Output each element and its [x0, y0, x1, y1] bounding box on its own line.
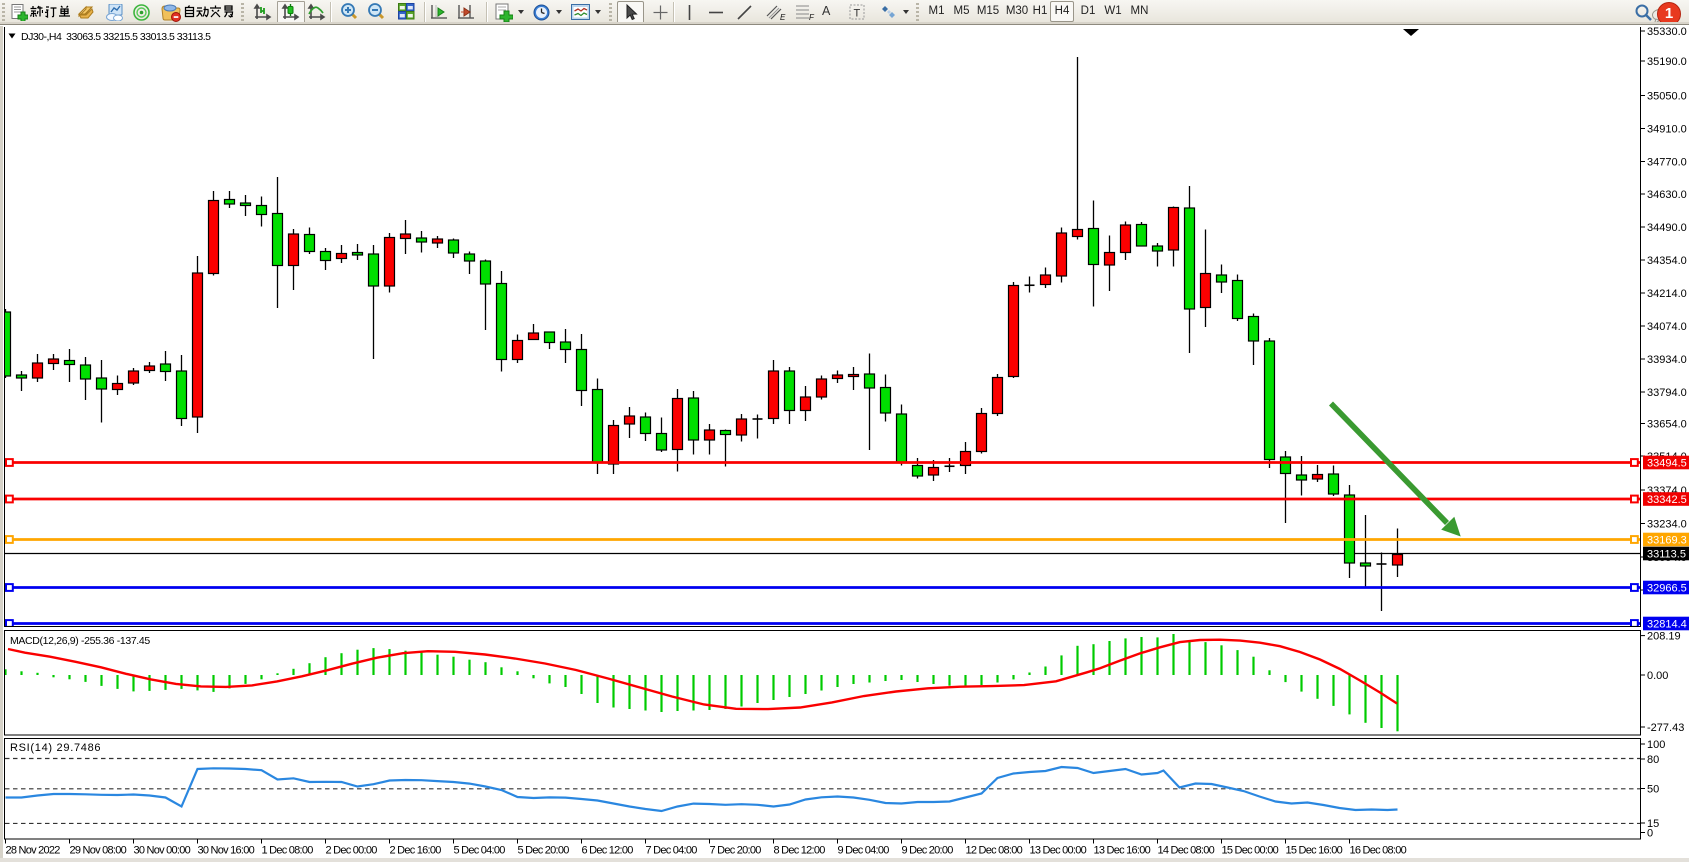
svg-text:16 Dec 08:00: 16 Dec 08:00 — [1350, 845, 1407, 857]
svg-text:33169.3: 33169.3 — [1647, 535, 1687, 547]
svg-text:7 Dec 04:00: 7 Dec 04:00 — [646, 845, 698, 857]
svg-text:34354.0: 34354.0 — [1647, 255, 1687, 267]
svg-text:34074.0: 34074.0 — [1647, 321, 1687, 333]
svg-text:15: 15 — [1647, 818, 1659, 830]
svg-text:9 Dec 04:00: 9 Dec 04:00 — [838, 845, 890, 857]
svg-text:15 Dec 00:00: 15 Dec 00:00 — [1222, 845, 1279, 857]
svg-text:9 Dec 20:00: 9 Dec 20:00 — [902, 845, 954, 857]
svg-text:80: 80 — [1647, 754, 1659, 766]
svg-text:1 Dec 08:00: 1 Dec 08:00 — [262, 845, 314, 857]
svg-text:35190.0: 35190.0 — [1647, 56, 1687, 68]
svg-text:34770.0: 34770.0 — [1647, 157, 1687, 169]
svg-text:12 Dec 08:00: 12 Dec 08:00 — [966, 845, 1023, 857]
svg-text:F: F — [809, 13, 815, 21]
svg-text:13 Dec 00:00: 13 Dec 00:00 — [1030, 845, 1087, 857]
svg-text:T: T — [854, 8, 861, 20]
svg-text:34910.0: 34910.0 — [1647, 124, 1687, 136]
svg-text:30 Nov 00:00: 30 Nov 00:00 — [134, 845, 191, 857]
svg-text:DJ30-,H4 33063.5 33215.5 3301: DJ30-,H4 33063.5 33215.5 33013.5 33113.5 — [21, 31, 211, 43]
svg-text:32814.4: 32814.4 — [1647, 619, 1687, 631]
svg-text:34490.0: 34490.0 — [1647, 222, 1687, 234]
svg-text:2 Dec 00:00: 2 Dec 00:00 — [326, 845, 378, 857]
svg-text:-277.43: -277.43 — [1647, 722, 1684, 734]
svg-text:34630.0: 34630.0 — [1647, 189, 1687, 201]
svg-text:5 Dec 04:00: 5 Dec 04:00 — [454, 845, 506, 857]
svg-text:35330.0: 35330.0 — [1647, 26, 1687, 38]
svg-text:7 Dec 20:00: 7 Dec 20:00 — [710, 845, 762, 857]
svg-text:33494.5: 33494.5 — [1647, 458, 1687, 470]
svg-text:0: 0 — [1647, 828, 1653, 840]
svg-text:14 Dec 08:00: 14 Dec 08:00 — [1158, 845, 1215, 857]
svg-text:33113.5: 33113.5 — [1647, 549, 1686, 561]
svg-text:32966.5: 32966.5 — [1647, 583, 1687, 595]
svg-text:0.00: 0.00 — [1647, 670, 1668, 682]
svg-text:35050.0: 35050.0 — [1647, 91, 1687, 103]
svg-text:33342.5: 33342.5 — [1647, 494, 1687, 506]
svg-text:33794.0: 33794.0 — [1647, 387, 1687, 399]
svg-text:2 Dec 16:00: 2 Dec 16:00 — [390, 845, 442, 857]
svg-text:208.19: 208.19 — [1647, 631, 1681, 643]
svg-text:34214.0: 34214.0 — [1647, 288, 1687, 300]
svg-text:6 Dec 12:00: 6 Dec 12:00 — [582, 845, 634, 857]
svg-text:50: 50 — [1647, 784, 1659, 796]
svg-text:100: 100 — [1647, 739, 1665, 751]
svg-text:E: E — [780, 13, 786, 21]
svg-text:29 Nov 08:00: 29 Nov 08:00 — [70, 845, 127, 857]
svg-text:8 Dec 12:00: 8 Dec 12:00 — [774, 845, 826, 857]
svg-text:13 Dec 16:00: 13 Dec 16:00 — [1094, 845, 1151, 857]
svg-text:5 Dec 20:00: 5 Dec 20:00 — [518, 845, 570, 857]
svg-text:30 Nov 16:00: 30 Nov 16:00 — [198, 845, 255, 857]
svg-text:RSI(14) 29.7486: RSI(14) 29.7486 — [10, 742, 101, 754]
svg-text:33654.0: 33654.0 — [1647, 419, 1687, 431]
svg-text:33934.0: 33934.0 — [1647, 354, 1687, 366]
svg-text:MACD(12,26,9) -255.36 -137.45: MACD(12,26,9) -255.36 -137.45 — [10, 635, 150, 647]
svg-text:28 Nov 2022: 28 Nov 2022 — [6, 845, 61, 857]
svg-text:15 Dec 16:00: 15 Dec 16:00 — [1286, 845, 1343, 857]
svg-text:33234.0: 33234.0 — [1647, 519, 1687, 531]
